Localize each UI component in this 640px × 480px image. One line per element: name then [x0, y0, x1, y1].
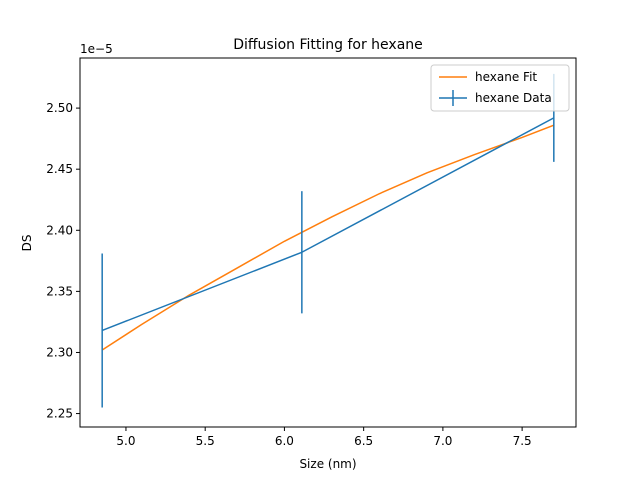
- y-tick-label: 2.45: [46, 162, 73, 176]
- x-tick-label: 6.5: [354, 434, 373, 448]
- x-tick-label: 7.5: [513, 434, 532, 448]
- x-tick-label: 5.5: [196, 434, 215, 448]
- x-tick-label: 6.0: [275, 434, 294, 448]
- chart-title: Diffusion Fitting for hexane: [233, 37, 423, 53]
- legend-label: hexane Data: [475, 91, 552, 105]
- y-offset-label: 1e−5: [80, 42, 113, 56]
- plot-frame: [79, 57, 577, 428]
- y-tick-label: 2.25: [46, 407, 73, 421]
- series-line-0: [101, 124, 555, 351]
- x-tick-label: 7.0: [433, 434, 452, 448]
- y-tick-label: 2.35: [46, 284, 73, 298]
- x-tick-label: 5.0: [116, 434, 135, 448]
- legend-label: hexane Fit: [475, 70, 537, 84]
- y-axis-label: DS: [20, 235, 34, 252]
- axes: 5.0 5.5 6.0 6.5 7.0 7.5 2.25 2.30 2.35 2.40 2.45 2.…: [46, 57, 577, 448]
- legend: hexane Fit hexane Data: [430, 64, 570, 112]
- y-tick-label: 2.30: [46, 345, 73, 359]
- x-axis-label: Size (nm): [299, 457, 356, 471]
- y-tick-label: 2.40: [46, 223, 73, 237]
- plot-area: [101, 73, 555, 408]
- series-line-1: [101, 117, 555, 332]
- y-tick-label: 2.50: [46, 101, 73, 115]
